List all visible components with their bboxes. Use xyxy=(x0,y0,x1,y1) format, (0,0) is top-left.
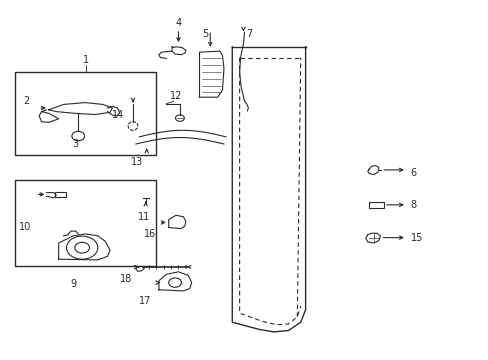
Bar xyxy=(55,192,65,197)
Text: 13: 13 xyxy=(130,157,143,167)
Text: 16: 16 xyxy=(144,229,156,239)
Text: 17: 17 xyxy=(139,296,151,306)
Text: 10: 10 xyxy=(19,222,31,232)
Text: 12: 12 xyxy=(169,91,182,101)
Text: 18: 18 xyxy=(120,274,132,284)
Text: 3: 3 xyxy=(73,139,79,149)
Text: 1: 1 xyxy=(82,55,88,65)
Text: 5: 5 xyxy=(202,29,208,39)
Text: 6: 6 xyxy=(410,168,416,178)
Text: 2: 2 xyxy=(23,96,29,106)
Text: 4: 4 xyxy=(175,18,181,28)
Text: 11: 11 xyxy=(138,212,150,222)
Bar xyxy=(15,72,156,155)
Text: 9: 9 xyxy=(70,279,76,289)
Text: 8: 8 xyxy=(410,200,416,210)
Bar xyxy=(15,180,156,266)
Bar xyxy=(368,202,383,208)
Text: 15: 15 xyxy=(410,233,422,243)
Text: 14: 14 xyxy=(112,110,124,120)
Text: 7: 7 xyxy=(246,29,252,39)
